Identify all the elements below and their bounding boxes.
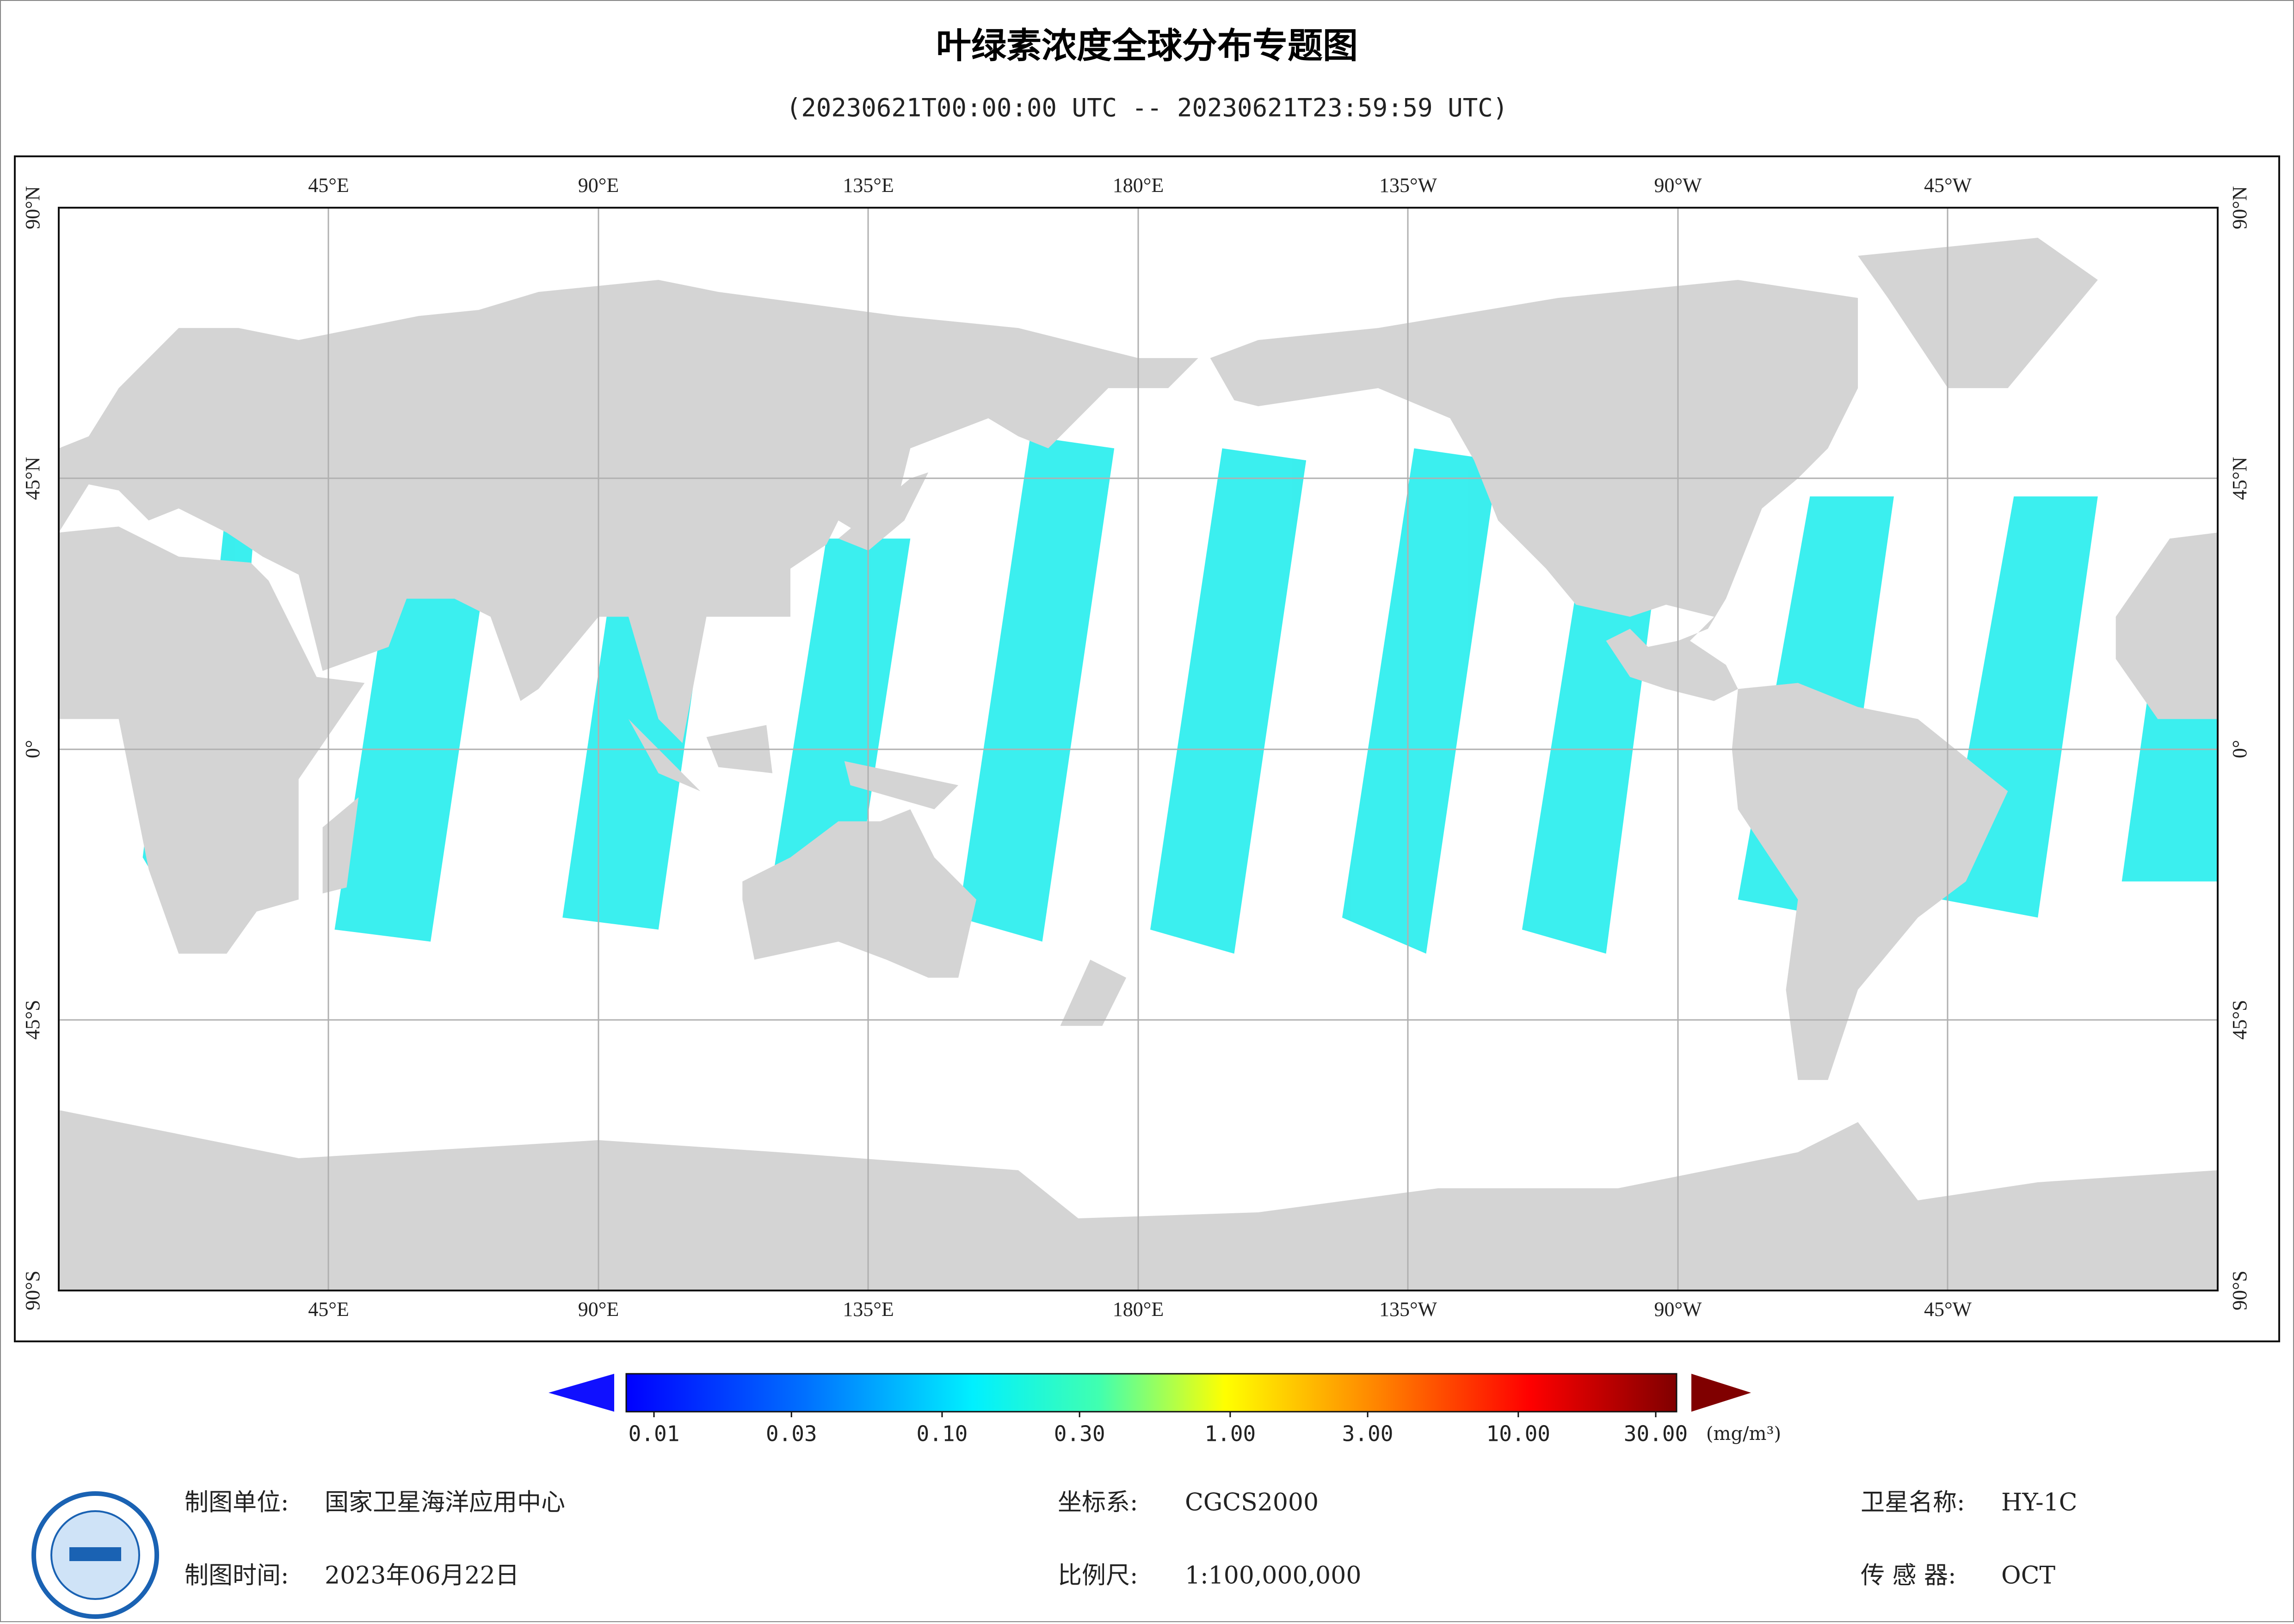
new-guinea bbox=[844, 761, 959, 809]
colorbar: 0.01 0.03 0.10 0.30 1.00 3.00 10.00 30.00 bbox=[549, 1373, 1751, 1446]
lat-label: 90°S bbox=[2228, 1271, 2251, 1310]
greenland bbox=[1858, 238, 2098, 389]
colorbar-over bbox=[1691, 1374, 1751, 1412]
map-frame bbox=[14, 155, 2280, 1342]
footer-label: 传 感 器: bbox=[1861, 1562, 1956, 1590]
lon-label: 135°W bbox=[1379, 1298, 1437, 1321]
japan bbox=[838, 472, 929, 551]
lon-label: 135°E bbox=[843, 174, 894, 197]
logo-satellite bbox=[69, 1547, 121, 1561]
colorbar-tick-label: 0.10 bbox=[917, 1421, 968, 1446]
graticule bbox=[59, 208, 2218, 1291]
colorbar-tick-label: 10.00 bbox=[1486, 1421, 1550, 1446]
footer-label: 制图时间: bbox=[185, 1562, 289, 1590]
colorbar-tick-label: 30.00 bbox=[1624, 1421, 1688, 1446]
colorbar-tick-label: 1.00 bbox=[1204, 1421, 1256, 1446]
footer-label: 比例尺: bbox=[1058, 1562, 1138, 1590]
footer-value: CGCS2000 bbox=[1185, 1489, 1319, 1517]
map-border bbox=[58, 207, 2219, 1291]
lon-label: 90°W bbox=[1654, 1298, 1702, 1321]
footer-label: 坐标系: bbox=[1058, 1489, 1138, 1517]
swath bbox=[1150, 448, 1307, 954]
footer-value: 国家卫星海洋应用中心 bbox=[325, 1489, 565, 1517]
lon-label: 90°E bbox=[578, 1298, 619, 1321]
swath bbox=[334, 538, 491, 942]
australia bbox=[742, 809, 976, 978]
swath bbox=[958, 436, 1115, 942]
new-zealand bbox=[1060, 959, 1127, 1026]
colorbar-under bbox=[549, 1374, 614, 1412]
map-labels: 45°E 45°E 90°E 90°E 135°E 135°E 180°E 180°E 135°… bbox=[21, 174, 2251, 1321]
footer-value: HY-1C bbox=[2001, 1489, 2077, 1517]
map bbox=[59, 208, 2218, 1291]
lon-label: 180°E bbox=[1113, 174, 1164, 197]
africa bbox=[59, 526, 365, 954]
south-america bbox=[1732, 683, 2008, 1080]
lat-label: 0° bbox=[21, 740, 44, 759]
lon-label: 90°E bbox=[578, 174, 619, 197]
footer-label: 制图单位: bbox=[185, 1489, 289, 1517]
lon-label: 135°W bbox=[1379, 174, 1437, 197]
subtitle: (20230621T00:00:00 UTC -- 20230621T23:59… bbox=[786, 93, 1508, 123]
west-africa bbox=[2115, 532, 2218, 719]
lon-label: 45°E bbox=[308, 174, 349, 197]
lat-label: 45°S bbox=[21, 1000, 44, 1040]
lon-label: 45°W bbox=[1924, 174, 1972, 197]
lat-label: 90°N bbox=[2228, 186, 2251, 229]
lat-label: 90°S bbox=[21, 1271, 44, 1310]
lon-label: 45°W bbox=[1924, 1298, 1972, 1321]
logo bbox=[31, 1491, 159, 1619]
north-america bbox=[1210, 280, 1858, 701]
lon-label: 180°E bbox=[1113, 1298, 1164, 1321]
title: 叶绿素浓度全球分布专题图 bbox=[936, 25, 1358, 66]
swath bbox=[766, 538, 911, 930]
lon-label: 90°W bbox=[1654, 174, 1702, 197]
lat-label: 0° bbox=[2228, 740, 2251, 759]
colorbar-tick-label: 3.00 bbox=[1342, 1421, 1394, 1446]
lon-label: 45°E bbox=[308, 1298, 349, 1321]
madagascar bbox=[322, 797, 359, 894]
eurasia bbox=[59, 280, 1198, 743]
swath bbox=[1342, 448, 1498, 954]
lat-label: 45°N bbox=[2228, 457, 2251, 500]
colorbar-ramp bbox=[625, 1373, 1677, 1413]
colorbar-tick-label: 0.03 bbox=[766, 1421, 817, 1446]
colorbar-tick-label: 0.01 bbox=[629, 1421, 680, 1446]
colorbar-tick-label: 0.30 bbox=[1054, 1421, 1105, 1446]
lon-label: 135°E bbox=[843, 1298, 894, 1321]
lat-label: 45°N bbox=[21, 457, 44, 500]
lat-label: 90°N bbox=[21, 186, 44, 229]
lat-label: 45°S bbox=[2228, 1000, 2251, 1040]
footer-value: OCT bbox=[2001, 1562, 2055, 1590]
colorbar-unit: (mg/m³) bbox=[1706, 1423, 1781, 1445]
footer-label: 卫星名称: bbox=[1861, 1489, 1965, 1517]
footer-value: 2023年06月22日 bbox=[325, 1562, 519, 1590]
footer-value: 1:100,000,000 bbox=[1185, 1562, 1361, 1590]
